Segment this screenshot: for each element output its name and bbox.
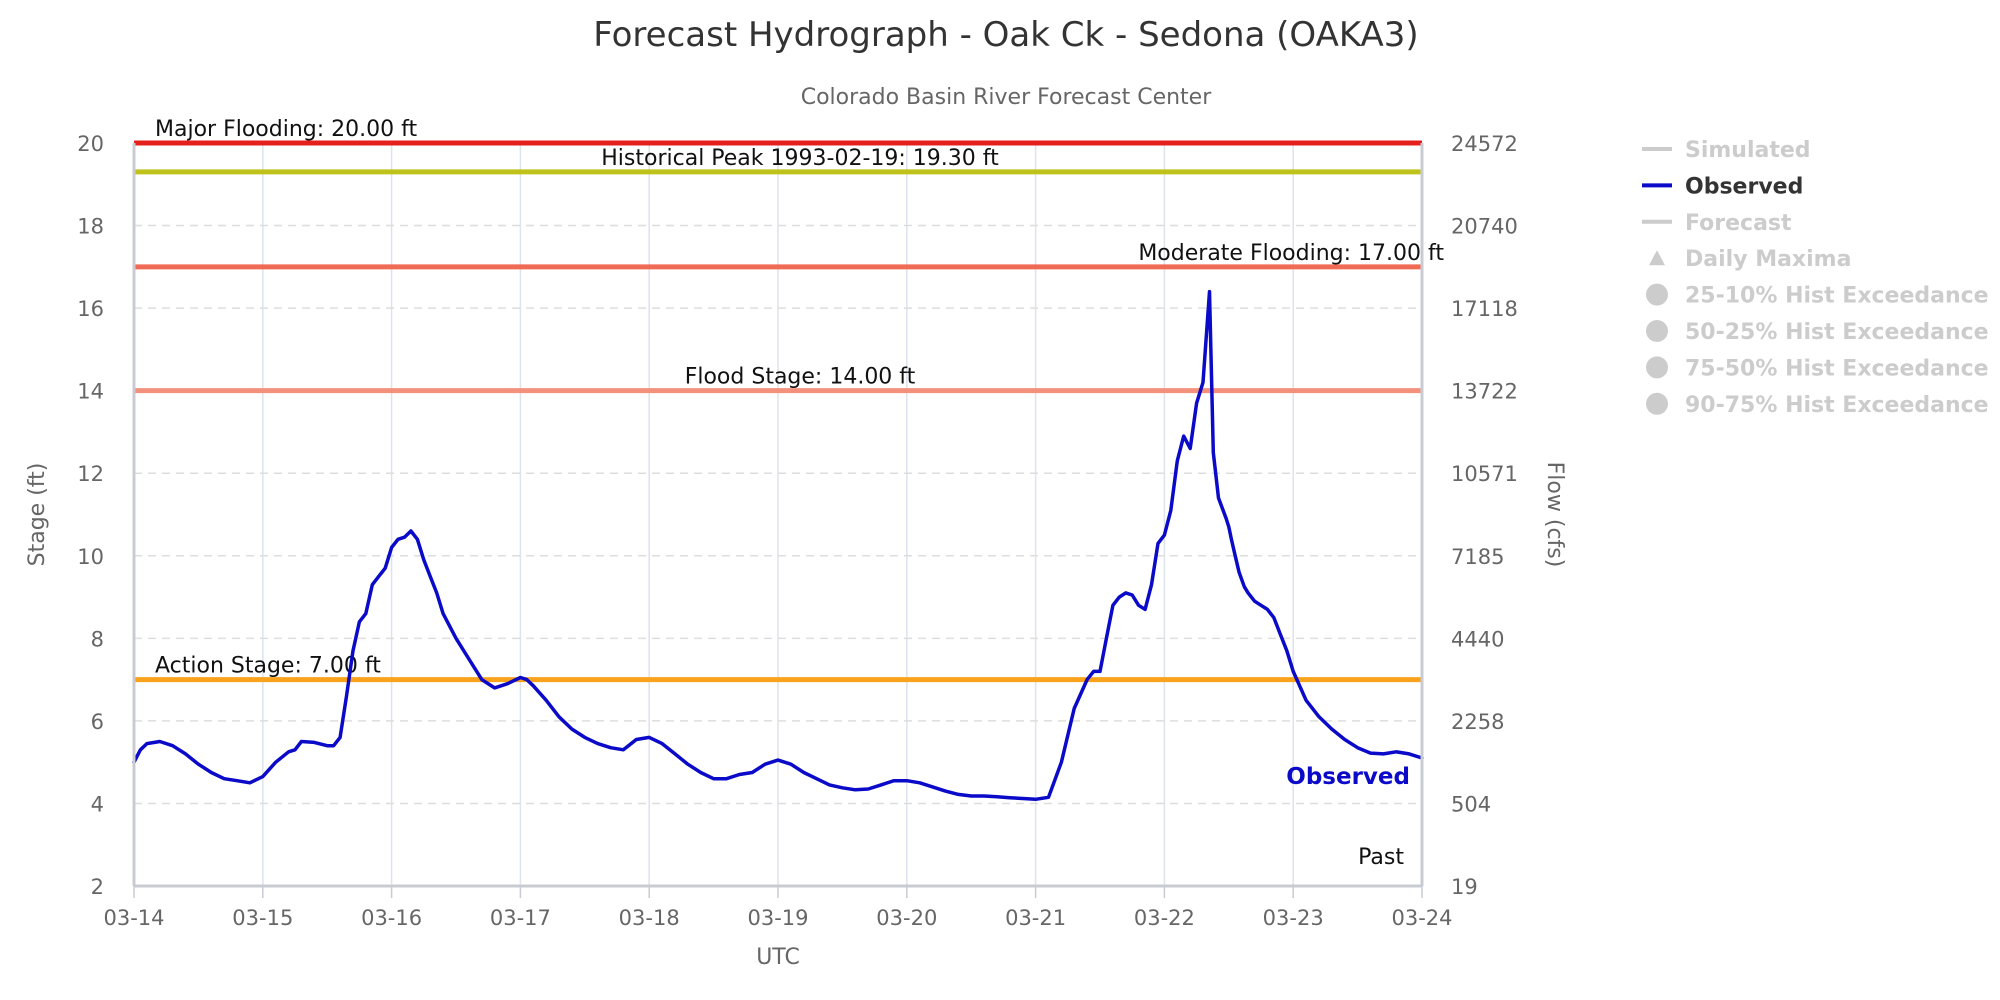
legend-item[interactable]: 50-25% Hist Exceedance [1646,320,1989,345]
y2-tick-label: 10571 [1451,462,1518,486]
legend-circle-symbol [1646,356,1668,379]
y2-tick-label: 504 [1451,792,1491,816]
legend-triangle-symbol [1649,250,1665,266]
y2-tick-label: 2258 [1451,710,1504,734]
x-tick-label: 03-22 [1134,906,1195,930]
x-tick-label: 03-24 [1391,906,1452,930]
legend-item[interactable]: Forecast [1642,211,1792,236]
legend-label: 50-25% Hist Exceedance [1685,320,1989,345]
legend-item[interactable]: Observed [1642,174,1803,199]
x-tick-label: 03-17 [490,906,551,930]
y-tick-label: 6 [91,710,104,734]
y-tick-label: 8 [91,627,104,651]
legend-circle-symbol [1646,392,1668,415]
y-tick-label: 18 [77,215,104,239]
y-tick-label: 2 [91,875,104,899]
chart-title: Forecast Hydrograph - Oak Ck - Sedona (O… [593,15,1418,55]
y-axis-title: Stage (ft) [25,463,50,567]
y2-tick-label: 19 [1451,875,1478,899]
legend-label: Forecast [1685,211,1792,236]
y2-tick-label: 20740 [1451,215,1518,239]
y-tick-label: 12 [77,462,104,486]
legend-circle-symbol [1646,283,1668,306]
series-layer: Observed Past [132,289,1424,870]
x-tick-label: 03-21 [1005,906,1066,930]
y2-axis-title: Flow (cfs) [1542,462,1567,568]
legend-item[interactable]: 90-75% Hist Exceedance [1646,392,1989,418]
legend-item[interactable]: Simulated [1642,138,1811,163]
legend[interactable]: Simulated Observed Forecast Daily Maxima 25-… [1642,138,1989,418]
threshold-label: Flood Stage: 14.00 ft [685,365,916,390]
threshold-label: Major Flooding: 20.00 ft [155,117,417,142]
y-tick-label: 16 [77,297,104,321]
y2-tick-label: 4440 [1451,627,1504,651]
x-axis-title: UTC [756,945,800,970]
x-tick-label: 03-18 [619,906,680,930]
observed-series-line [132,289,1424,802]
legend-label: 75-50% Hist Exceedance [1685,356,1989,381]
x-tick-label: 03-16 [361,906,422,930]
y-tick-label: 10 [77,545,104,569]
axis-layer: 03-14 03-15 03-16 03-17 03-18 03-19 03-20 03-21… [25,132,1567,970]
x-tick-label: 03-19 [747,906,808,930]
y2-tick-label: 7185 [1451,545,1504,569]
y2-tick-label: 17118 [1451,297,1518,321]
x-tick-label: 03-14 [103,906,164,930]
y2-tick-label: 24572 [1451,132,1518,156]
legend-label: 90-75% Hist Exceedance [1685,393,1989,418]
threshold-label: Action Stage: 7.00 ft [155,654,381,679]
x-tick-label: 03-20 [876,906,937,930]
x-tick-label: 03-23 [1263,906,1324,930]
legend-label: Observed [1685,174,1803,199]
legend-label: 25-10% Hist Exceedance [1685,284,1989,309]
legend-circle-symbol [1646,320,1668,342]
chart-subtitle: Colorado Basin River Forecast Center [801,85,1213,110]
threshold-label: Moderate Flooding: 17.00 ft [1138,241,1444,266]
y2-tick-label: 13722 [1451,380,1518,404]
series-label: Observed [1286,764,1410,790]
legend-item[interactable]: 75-50% Hist Exceedance [1646,356,1989,381]
legend-label: Daily Maxima [1685,247,1851,272]
legend-item[interactable]: 25-10% Hist Exceedance [1646,283,1989,309]
legend-item[interactable]: Daily Maxima [1649,247,1851,272]
y-tick-label: 14 [77,380,104,404]
threshold-label: Historical Peak 1993-02-19: 19.30 ft [601,146,999,171]
y-tick-label: 4 [91,792,104,816]
x-tick-label: 03-15 [232,906,293,930]
period-annotation: Past [1358,845,1404,870]
y-tick-label: 20 [77,132,104,156]
legend-label: Simulated [1685,138,1811,163]
